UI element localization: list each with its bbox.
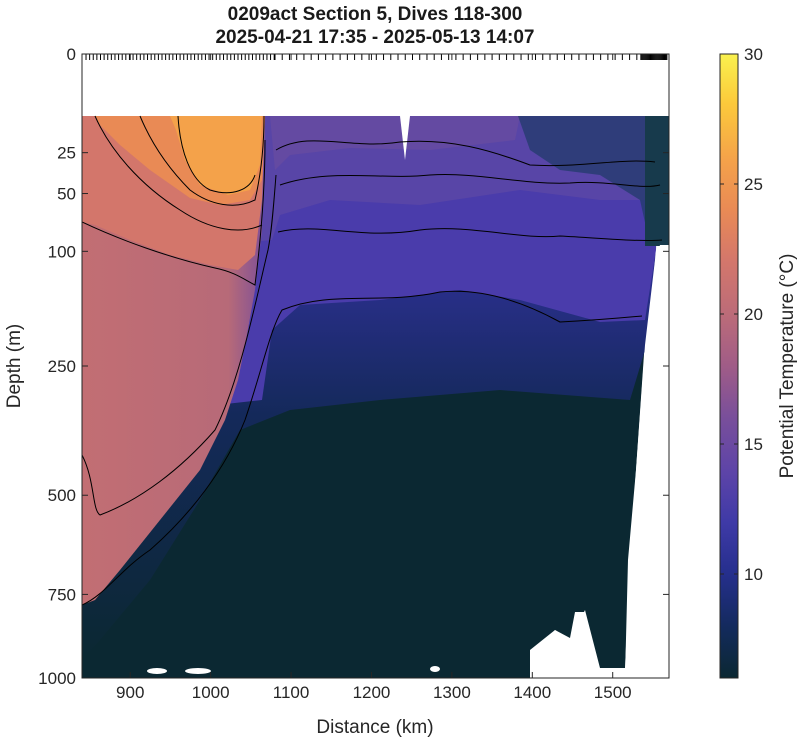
bottom-gap-2 <box>185 668 211 674</box>
y-axis-label: Depth (m) <box>4 324 25 408</box>
colorbar-tick-label: 15 <box>744 435 763 454</box>
x-tick-label: 1200 <box>353 683 391 702</box>
contour-line <box>139 115 265 206</box>
x-tick-label: 1100 <box>273 683 310 702</box>
y-tick-label: 500 <box>48 486 76 505</box>
y-tick-label: 1000 <box>38 669 76 688</box>
isotherm-contours <box>82 115 663 606</box>
contour-line <box>275 140 656 167</box>
bottom-gap-3 <box>430 666 440 672</box>
colorbar-gradient <box>719 53 739 679</box>
y-axis: 0 25 50 100 250 500 750 1000 <box>38 45 669 688</box>
contour-line <box>94 115 263 231</box>
contour-line <box>82 174 277 516</box>
y-tick-label: 750 <box>48 585 76 604</box>
colorbar-tick-label: 20 <box>744 305 763 324</box>
chart-subtitle: 2025-04-21 17:35 - 2025-05-13 14:07 <box>215 27 534 48</box>
colorbar-tick-label: 25 <box>744 175 763 194</box>
contour-line <box>279 174 661 187</box>
east-no-data <box>625 245 669 678</box>
surface-dark-patch <box>518 116 668 245</box>
colorbar: 10 15 20 25 30 Potential Temperature (°C) <box>719 45 798 679</box>
x-axis: 900 1000 1100 1200 1300 1400 1500 <box>116 54 632 702</box>
colorbar-label: Potential Temperature (°C) <box>777 254 798 479</box>
colorbar-tick-label: 10 <box>744 565 763 584</box>
east-edge-band <box>645 116 669 246</box>
y-tick-label: 250 <box>48 357 76 376</box>
colorbar-tick-label: 30 <box>744 45 763 64</box>
dive-ticks <box>85 54 668 60</box>
x-tick-label: 1300 <box>433 683 471 702</box>
near-surface-no-data <box>82 54 669 116</box>
y-tick-label: 50 <box>57 185 76 204</box>
y-tick-label: 100 <box>48 242 76 261</box>
bottom-gap-1 <box>147 668 167 674</box>
chart-title: 0209act Section 5, Dives 118-300 <box>228 4 523 25</box>
y-tick-label: 25 <box>57 144 76 163</box>
y-tick-label: 0 <box>67 45 76 64</box>
x-tick-label: 1000 <box>192 683 230 702</box>
x-tick-label: 1400 <box>513 683 551 702</box>
x-axis-label: Distance (km) <box>316 717 433 738</box>
contour-line <box>82 139 266 286</box>
bottom-no-data <box>530 612 600 678</box>
contour-line <box>177 115 256 194</box>
contour-line <box>277 228 663 242</box>
plot-area <box>82 54 669 678</box>
warm-eddy-core <box>170 116 262 195</box>
surface-gap <box>400 116 410 160</box>
x-tick-label: 1500 <box>594 683 632 702</box>
x-tick-label: 900 <box>116 683 144 702</box>
contour-line <box>82 290 643 606</box>
colorbar-ticks: 10 15 20 25 30 <box>720 45 763 584</box>
